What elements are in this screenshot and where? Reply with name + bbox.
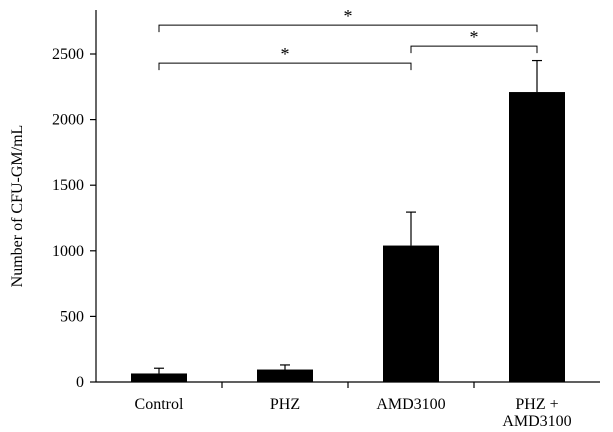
significance-star: * — [344, 6, 353, 26]
significance-bracket — [158, 24, 538, 33]
y-axis-title: Number of CFU-GM/mL — [9, 125, 26, 288]
bar — [383, 245, 439, 382]
significance-brackets: * * * — [158, 6, 538, 71]
y-tick-label: 1000 — [52, 243, 84, 260]
bar — [509, 92, 565, 382]
x-ticks: Control PHZ AMD3100 PHZ +AMD3100 — [135, 382, 572, 430]
x-category-label: AMD3100 — [502, 413, 571, 430]
significance-bracket — [410, 45, 538, 54]
y-tick-label: 1500 — [52, 177, 84, 194]
x-category-label: AMD3100 — [376, 396, 445, 413]
x-category-label: PHZ + — [515, 396, 558, 413]
significance-star: * — [281, 44, 290, 64]
y-tick-label: 500 — [60, 308, 84, 325]
y-tick-label: 2500 — [52, 46, 84, 63]
y-ticks: 0 500 1000 1500 2000 2500 — [52, 46, 96, 391]
significance-bracket — [158, 62, 412, 71]
bar — [257, 369, 313, 382]
y-tick-label: 2000 — [52, 112, 84, 129]
y-axis: 0 500 1000 1500 2000 2500 — [52, 10, 97, 391]
bar — [131, 373, 187, 382]
significance-star: * — [470, 27, 479, 47]
x-axis: Control PHZ AMD3100 PHZ +AMD3100 — [96, 381, 600, 430]
x-category-label: PHZ — [270, 396, 300, 413]
error-bars — [154, 59, 542, 374]
y-tick-label: 0 — [76, 374, 84, 391]
x-category-label: Control — [135, 396, 184, 413]
bars — [131, 92, 565, 382]
